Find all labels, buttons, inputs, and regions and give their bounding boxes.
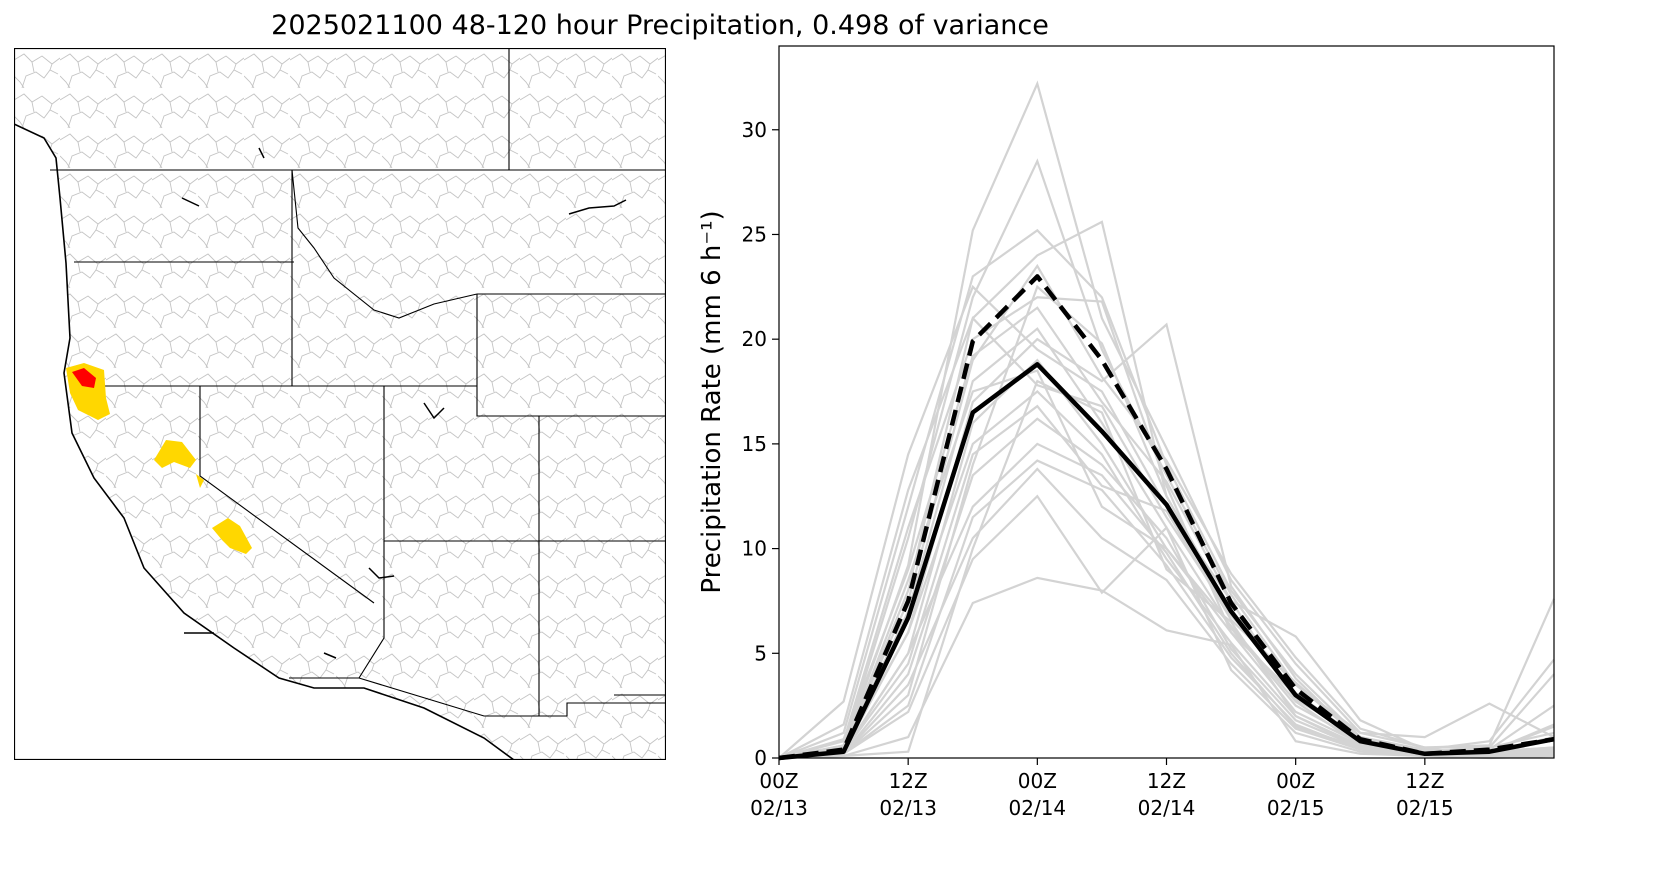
series-layer xyxy=(778,80,1556,761)
ensemble-member-line xyxy=(778,80,1556,760)
ensemble-member-line xyxy=(778,459,1555,760)
ensemble-member-line xyxy=(778,576,1555,760)
y-tick-label: 25 xyxy=(742,222,767,246)
ensemble-member-line xyxy=(778,220,1555,760)
y-tick-label: 5 xyxy=(754,641,767,665)
state-borders xyxy=(50,48,666,717)
y-tick-label: 0 xyxy=(754,746,767,770)
dashed-mean-line xyxy=(778,274,1555,761)
ensemble-member-line xyxy=(778,369,1555,760)
highlight-basin-mid xyxy=(212,518,252,554)
ensemble-member-line xyxy=(778,316,1555,759)
x-tick-label: 02/15 xyxy=(1267,796,1325,820)
x-tick-label: 00Z xyxy=(1276,769,1315,793)
plot-frame xyxy=(778,45,1555,759)
x-tick-label: 12Z xyxy=(1147,769,1186,793)
ensemble-member-line xyxy=(778,327,1555,760)
x-tick-label: 12Z xyxy=(889,769,928,793)
ensemble-member-line xyxy=(778,322,1555,760)
x-tick-label: 02/13 xyxy=(879,796,937,820)
y-tick-label: 10 xyxy=(742,537,767,561)
x-tick-label: 02/14 xyxy=(1009,796,1067,820)
x-tick-label: 00Z xyxy=(1018,769,1057,793)
y-axis: 0 5 10 15 20 25 30 xyxy=(742,118,779,770)
ensemble-member-line xyxy=(778,296,1555,760)
x-tick-label: 02/13 xyxy=(750,796,808,820)
highlight-basin-mid xyxy=(154,440,196,468)
x-tick-label: 12Z xyxy=(1405,769,1444,793)
coastline xyxy=(14,123,515,760)
y-tick-label: 30 xyxy=(742,118,767,142)
figure-title: 2025021100 48-120 hour Precipitation, 0.… xyxy=(271,10,1049,41)
ensemble-member-line xyxy=(778,358,1555,760)
ensemble-member-line xyxy=(778,379,1555,760)
ensemble-member-line xyxy=(778,306,1555,760)
ensemble-member-line xyxy=(778,284,1555,760)
x-tick-label: 02/14 xyxy=(1138,796,1196,820)
ensemble-member-line xyxy=(778,404,1555,760)
y-axis-label: Precipitation Rate (mm 6 h⁻¹) xyxy=(697,210,727,593)
y-tick-label: 15 xyxy=(742,432,767,456)
ensemble-member-line xyxy=(778,158,1555,760)
x-axis: 00Z 02/13 12Z 02/13 00Z 02/14 12Z 02/14 00Z 02/15… xyxy=(750,758,1454,820)
x-tick-label: 02/15 xyxy=(1396,796,1454,820)
ensemble-member-line xyxy=(778,442,1555,760)
ensemble-member-line xyxy=(778,494,1555,760)
ensemble-member-line xyxy=(778,467,1555,760)
ensemble-member-line xyxy=(778,284,1555,759)
y-tick-label: 20 xyxy=(742,327,767,351)
ensemble-member-line xyxy=(778,228,1555,760)
ensemble-member-line xyxy=(778,417,1555,760)
highlight-basin-mid xyxy=(196,474,204,488)
ensemble-member-line xyxy=(778,390,1555,760)
ensemble-member-line xyxy=(778,263,1555,760)
x-tick-label: 00Z xyxy=(759,769,798,793)
highlight-basin-high xyxy=(72,368,96,388)
basin-map xyxy=(14,48,666,760)
solid-mean-line xyxy=(778,362,1555,761)
